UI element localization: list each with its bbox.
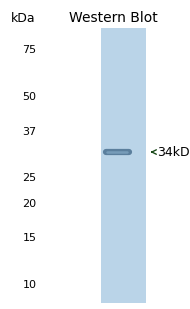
Bar (101, 28, 146, 303)
Text: kDa: kDa (11, 12, 36, 25)
Title: Western Blot: Western Blot (69, 11, 158, 25)
Text: 34kDa: 34kDa (157, 146, 190, 159)
